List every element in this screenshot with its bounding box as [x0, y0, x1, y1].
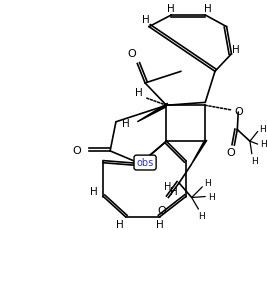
Text: H: H [122, 119, 129, 129]
Text: O: O [234, 107, 243, 117]
Text: H: H [233, 45, 240, 55]
Text: O: O [127, 49, 136, 59]
Text: H: H [204, 4, 212, 14]
Text: O: O [157, 206, 166, 216]
Text: O: O [73, 146, 81, 156]
Text: H: H [204, 179, 211, 189]
Text: H: H [259, 125, 266, 134]
Text: obs: obs [136, 157, 154, 168]
Polygon shape [191, 140, 207, 165]
Text: H: H [260, 140, 267, 149]
Text: H: H [164, 182, 171, 192]
Text: H: H [156, 220, 163, 230]
Text: H: H [167, 4, 175, 14]
Text: O: O [226, 148, 235, 158]
Text: H: H [142, 15, 150, 25]
Text: H: H [116, 220, 124, 230]
Text: H: H [170, 187, 178, 197]
Text: H: H [252, 157, 258, 166]
Text: H: H [208, 193, 214, 202]
Polygon shape [137, 103, 168, 122]
Text: H: H [198, 213, 205, 221]
Text: H: H [90, 187, 97, 197]
Text: H: H [135, 88, 143, 98]
